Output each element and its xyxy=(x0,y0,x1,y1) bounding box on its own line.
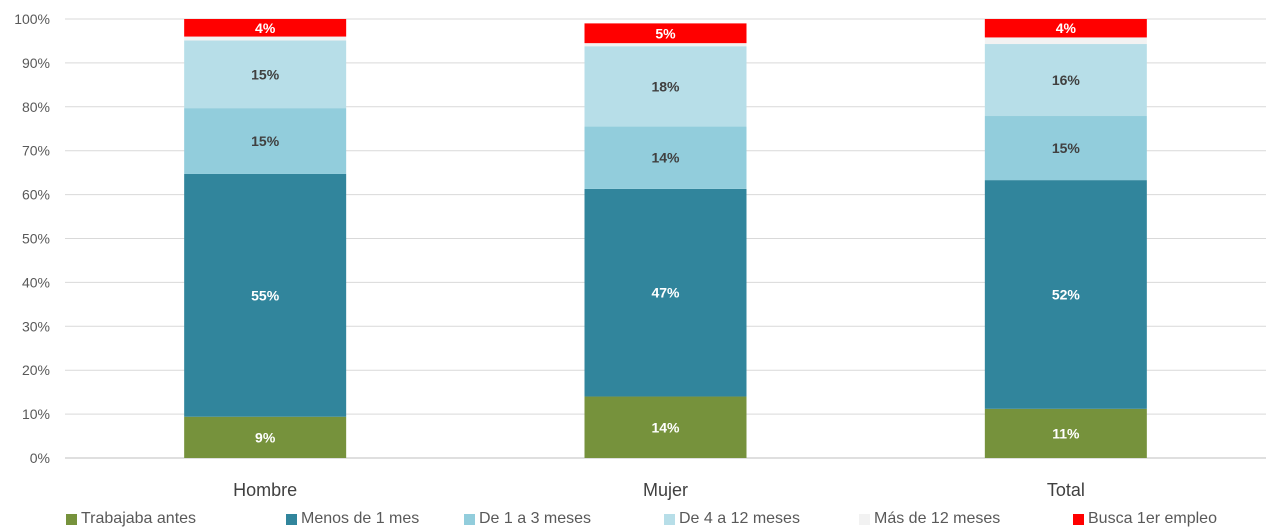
bar-segment-busca-1er-empleo xyxy=(584,23,747,44)
bar-segment-menos-de-1-mes xyxy=(584,188,747,397)
bar-segment-de-1-a-3-meses xyxy=(984,116,1147,181)
y-tick-label: 30% xyxy=(22,318,50,334)
data-label: 5% xyxy=(655,25,676,41)
data-label: 11% xyxy=(1052,425,1080,441)
data-label: 52% xyxy=(1052,286,1081,302)
bar-segment-de-4-a-12-meses xyxy=(984,44,1147,117)
bar-segment-m-s-de-12-meses xyxy=(984,37,1147,45)
y-tick-label: 90% xyxy=(22,55,50,71)
data-label: 15% xyxy=(251,66,280,82)
legend-label: De 4 a 12 meses xyxy=(679,510,800,527)
bar-segment-busca-1er-empleo xyxy=(984,19,1147,38)
y-tick-label: 20% xyxy=(22,362,50,378)
bar-segment-de-1-a-3-meses xyxy=(184,108,347,174)
stacked-bar-chart: 0% 10% 20% 30% 40% 50% 60% 70% 80% 90% 100% 9% 55% 1… xyxy=(14,11,1266,500)
bar-stacks: 9% 55% 15% 15% 4% 14% 47% 14% 18% 5% 11% 52% 15% 16% 4… xyxy=(184,19,1147,458)
legend-swatch xyxy=(859,513,870,525)
bar-segment-busca-1er-empleo xyxy=(184,19,347,37)
category-label: Mujer xyxy=(643,480,688,500)
bar-segment-trabajaba-antes xyxy=(984,408,1147,458)
bar-segment-trabajaba-antes xyxy=(184,416,347,458)
data-label: 9% xyxy=(255,429,276,445)
data-label: 55% xyxy=(251,287,280,303)
legend-item-menos-de-1-mes: Menos de 1 mes xyxy=(286,510,419,528)
legend-swatch xyxy=(286,513,297,525)
bar-segment-menos-de-1-mes xyxy=(184,173,347,417)
y-tick-label: 50% xyxy=(22,231,50,247)
legend-label: Trabajaba antes xyxy=(81,510,197,527)
y-tick-label: 0% xyxy=(30,450,50,466)
bar-segment-de-1-a-3-meses xyxy=(584,126,747,189)
data-label: 14% xyxy=(651,419,680,435)
data-label: 4% xyxy=(255,20,276,36)
legend-label: Busca 1er empleo xyxy=(1088,510,1217,527)
legend-swatch xyxy=(66,513,77,525)
legend-item-trabajaba-antes: Trabajaba antes xyxy=(66,510,196,528)
y-tick-label: 10% xyxy=(22,406,50,422)
legend-swatch xyxy=(664,513,675,525)
legend-swatch xyxy=(1073,513,1084,525)
legend-item-de-1-a-3-meses: De 1 a 3 meses xyxy=(464,510,591,528)
y-tick-label: 80% xyxy=(22,99,50,115)
bar-segment-menos-de-1-mes xyxy=(984,180,1147,409)
y-axis-ticks: 0% 10% 20% 30% 40% 50% 60% 70% 80% 90% 100% xyxy=(14,11,50,466)
bar-segment-de-4-a-12-meses xyxy=(184,40,347,109)
legend-label: De 1 a 3 meses xyxy=(479,510,592,527)
legend: Trabajaba antes Menos de 1 mes De 1 a 3 me… xyxy=(0,510,1266,528)
bar-segment-de-4-a-12-meses xyxy=(584,46,747,127)
data-label: 15% xyxy=(1052,140,1081,156)
y-tick-label: 40% xyxy=(22,274,50,290)
data-label: 47% xyxy=(651,285,680,301)
data-label: 14% xyxy=(651,150,680,166)
legend-item-m-s-de-12-meses: Más de 12 meses xyxy=(859,510,1000,528)
category-label: Total xyxy=(1047,480,1085,500)
legend-label: Más de 12 meses xyxy=(874,510,1001,527)
x-axis-categories: Hombre Mujer Total xyxy=(233,480,1085,500)
data-label: 16% xyxy=(1052,72,1081,88)
legend-label: Menos de 1 mes xyxy=(301,510,420,527)
y-tick-label: 70% xyxy=(22,143,50,159)
bar-segment-m-s-de-12-meses xyxy=(184,36,347,41)
legend-swatch xyxy=(464,513,475,525)
data-label: 4% xyxy=(1056,20,1077,36)
y-tick-label: 60% xyxy=(22,187,50,203)
data-label: 15% xyxy=(251,133,280,149)
bar-segment-m-s-de-12-meses xyxy=(584,43,747,47)
legend-item-busca-1er-empleo: Busca 1er empleo xyxy=(1073,510,1217,528)
y-tick-label: 100% xyxy=(14,11,50,27)
bar-segment-trabajaba-antes xyxy=(584,396,747,458)
legend-item-de-4-a-12-meses: De 4 a 12 meses xyxy=(664,510,800,528)
data-label: 18% xyxy=(651,78,680,94)
category-label: Hombre xyxy=(233,480,297,500)
